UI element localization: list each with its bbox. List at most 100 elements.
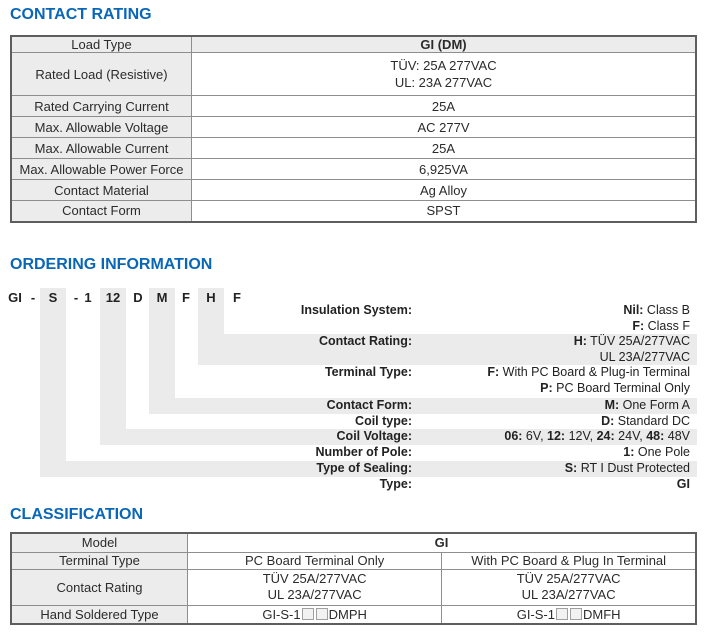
code-token-insulation: F	[233, 290, 241, 305]
contact-col1: TÜV 25A/277VAC UL 23A/277VAC	[186, 568, 443, 606]
ordering-information-heading: ORDERING INFORMATION	[10, 256, 213, 273]
row-label: Contact Rating	[10, 568, 188, 606]
code-token-pole: 1	[84, 290, 92, 305]
row-label: Rated Carrying Current	[10, 95, 192, 117]
ordering-row-values: H: TÜV 25A/277VAC UL 23A/277VAC	[574, 334, 690, 365]
table-row: Load Type GI (DM)	[10, 35, 697, 53]
ordering-row-values: 1: One Pole	[623, 445, 690, 461]
row-value: AC 277V	[191, 116, 697, 138]
ordering-row-type: Type: GI	[10, 477, 697, 493]
ordering-code-diagram: GI - S - 1 12 D M F H F Insulation Syste…	[8, 288, 697, 494]
code-token-sealing: S	[48, 290, 58, 305]
code-token-coil-voltage: 12	[105, 290, 121, 305]
ordering-row-insulation-system: Insulation System: Nil: Class B F: Class…	[10, 303, 697, 334]
ordering-row-values: 06: 6V, 12: 12V, 24: 24V, 48: 48V	[504, 429, 690, 445]
ordering-option: UL 23A/277VAC	[599, 349, 690, 364]
table-row: Model GI	[10, 532, 697, 553]
row-highlight	[198, 334, 697, 365]
model-value: GI	[187, 532, 697, 553]
code-token-terminal-type: F	[182, 290, 190, 305]
connector-band-contact-form	[149, 288, 175, 414]
ordering-row-number-of-pole: Number of Pole: 1: One Pole	[10, 445, 697, 461]
ordering-row-label: Type of Sealing:	[316, 461, 412, 475]
ordering-option: D: Standard DC	[601, 414, 690, 428]
value-line: TÜV 25A/277VAC	[516, 571, 621, 586]
table-row: Rated Load (Resistive) TÜV: 25A 277VAC U…	[10, 52, 697, 96]
contact-col2: TÜV 25A/277VAC UL 23A/277VAC	[441, 568, 697, 606]
row-label: Load Type	[10, 35, 192, 53]
table-row: Max. Allowable Voltage AC 277V	[10, 116, 697, 138]
ordering-option: P: PC Board Terminal Only	[540, 380, 690, 395]
ordering-row-values: GI	[677, 477, 690, 493]
ordering-row-label: Contact Rating:	[318, 334, 412, 348]
row-highlight	[100, 429, 697, 445]
row-value: SPST	[191, 200, 697, 222]
contact-rating-heading: CONTACT RATING	[10, 6, 152, 23]
row-value: Ag Alloy	[191, 179, 697, 201]
row-label: Model	[10, 532, 188, 553]
soldered-col1: GI-S-1 DMPH	[186, 604, 443, 625]
soldered-col2: GI-S-1 DMFH	[441, 604, 697, 625]
terminal-col1: PC Board Terminal Only	[186, 551, 443, 570]
row-value: TÜV: 25A 277VAC UL: 23A 277VAC	[191, 52, 697, 96]
value-line: UL: 23A 277VAC	[394, 75, 493, 90]
ordering-row-label: Contact Form:	[326, 398, 412, 412]
table-row: Contact Material Ag Alloy	[10, 179, 697, 201]
row-highlight	[40, 461, 697, 477]
ordering-row-label: Terminal Type:	[324, 365, 412, 379]
table-row: Contact Form SPST	[10, 200, 697, 222]
ordering-row-label: Type:	[379, 477, 412, 491]
coil-voltage-blank-box	[570, 607, 582, 620]
ordering-option: M: One Form A	[604, 398, 690, 412]
ordering-row-label: Number of Pole:	[315, 445, 412, 459]
coil-voltage-blank-box	[556, 607, 568, 620]
table-row: Contact Rating TÜV 25A/277VAC UL 23A/277…	[10, 568, 697, 606]
classification-heading: CLASSIFICATION	[10, 506, 144, 523]
ordering-row-terminal-type: Terminal Type: F: With PC Board & Plug-i…	[10, 365, 697, 396]
table-row: Max. Allowable Current 25A	[10, 137, 697, 159]
value-line: TÜV: 25A 277VAC	[390, 58, 497, 73]
ordering-row-coil-type: Coil type: D: Standard DC	[10, 414, 697, 429]
ordering-row-values: Nil: Class B F: Class F	[623, 303, 690, 334]
ordering-option: 1: One Pole	[623, 445, 690, 459]
ordering-row-values: F: With PC Board & Plug-in Terminal P: P…	[487, 365, 690, 396]
ordering-row-values: S: RT I Dust Protected	[565, 461, 690, 477]
ordering-row-values: D: Standard DC	[601, 414, 690, 430]
ordering-row-label: Coil Voltage:	[336, 429, 412, 443]
row-label: Contact Material	[10, 179, 192, 201]
datasheet-page: CONTACT RATING Load Type GI (DM) Rated L…	[8, 0, 697, 641]
table-row: Hand Soldered Type GI-S-1 DMPH GI-S-1 DMFH	[10, 604, 697, 625]
code-token-dash-2: -	[73, 290, 79, 305]
value-line: UL 23A/277VAC	[267, 587, 362, 602]
code-token-contact-form: M	[156, 290, 168, 305]
table-row: Rated Carrying Current 25A	[10, 95, 697, 117]
row-value: 6,925VA	[191, 158, 697, 180]
table-row: Max. Allowable Power Force 6,925VA	[10, 158, 697, 180]
connector-band-coil-voltage	[100, 288, 126, 445]
row-label: Contact Form	[10, 200, 192, 222]
ordering-option: GI	[676, 477, 690, 491]
row-value: 25A	[191, 95, 697, 117]
code-token-coil-type: D	[133, 290, 143, 305]
row-label: Max. Allowable Current	[10, 137, 192, 159]
ordering-option: S: RT I Dust Protected	[564, 461, 690, 475]
row-value: 25A	[191, 137, 697, 159]
value-line: TÜV 25A/277VAC	[262, 571, 367, 586]
row-highlight	[149, 398, 697, 414]
value-line: UL 23A/277VAC	[521, 587, 616, 602]
terminal-col2: With PC Board & Plug In Terminal	[441, 551, 697, 570]
row-value: GI (DM)	[191, 35, 697, 53]
contact-rating-table: Load Type GI (DM) Rated Load (Resistive)…	[10, 35, 697, 223]
code-token-type: GI	[8, 290, 22, 305]
ordering-row-contact-form: Contact Form: M: One Form A	[10, 398, 697, 414]
ordering-row-values: M: One Form A	[605, 398, 690, 414]
ordering-option: F: With PC Board & Plug-in Terminal	[487, 365, 690, 379]
connector-band-sealing	[40, 288, 66, 477]
ordering-row-label: Insulation System:	[300, 303, 412, 317]
row-label: Hand Soldered Type	[10, 604, 188, 625]
ordering-row-coil-voltage: Coil Voltage: 06: 6V, 12: 12V, 24: 24V, …	[10, 429, 697, 445]
row-label: Max. Allowable Voltage	[10, 116, 192, 138]
classification-table: Model GI Terminal Type PC Board Terminal…	[10, 532, 697, 625]
ordering-row-contact-rating: Contact Rating: H: TÜV 25A/277VAC UL 23A…	[10, 334, 697, 365]
code-token-contact-rating: H	[206, 290, 216, 305]
